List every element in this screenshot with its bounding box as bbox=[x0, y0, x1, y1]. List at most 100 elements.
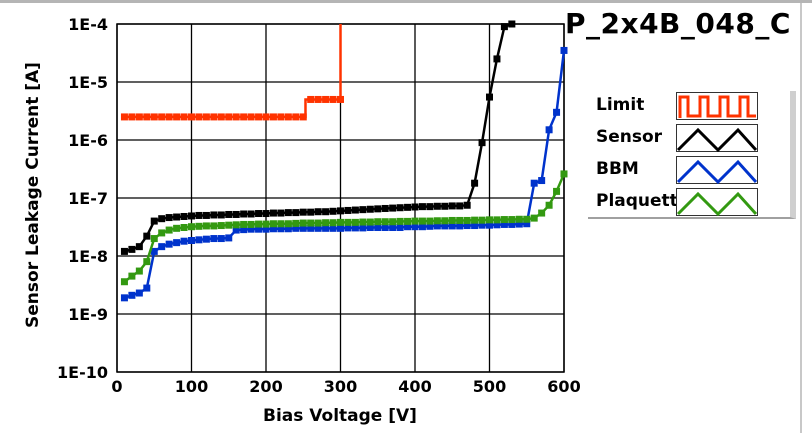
y-tick-label: 1E-10 bbox=[57, 363, 108, 382]
data-point bbox=[240, 226, 248, 234]
legend[interactable]: Limit Sensor BBM Plaquette bbox=[588, 91, 796, 219]
data-point bbox=[277, 209, 285, 217]
data-point bbox=[486, 216, 493, 224]
data-point bbox=[456, 222, 464, 230]
x-tick-label: 0 bbox=[111, 377, 122, 396]
data-point bbox=[463, 201, 471, 209]
data-point bbox=[553, 187, 561, 195]
data-point bbox=[314, 224, 322, 232]
data-point bbox=[478, 139, 486, 147]
data-point bbox=[560, 170, 568, 178]
legend-item-bbm[interactable]: BBM bbox=[588, 155, 788, 185]
data-point bbox=[269, 220, 277, 228]
data-point bbox=[292, 219, 300, 227]
data-point bbox=[247, 113, 255, 121]
data-point bbox=[202, 113, 210, 121]
data-point bbox=[404, 203, 412, 211]
data-point bbox=[523, 220, 531, 228]
data-point bbox=[269, 209, 277, 217]
data-point bbox=[500, 220, 508, 228]
data-point bbox=[314, 95, 322, 103]
data-point bbox=[374, 218, 382, 226]
data-point bbox=[411, 217, 419, 225]
data-point bbox=[232, 226, 240, 234]
data-point bbox=[538, 177, 546, 185]
data-point bbox=[508, 220, 516, 228]
data-point bbox=[322, 219, 330, 227]
legend-item-limit[interactable]: Limit bbox=[588, 91, 788, 121]
data-point bbox=[240, 113, 248, 121]
data-point bbox=[299, 219, 307, 227]
x-tick-label: 300 bbox=[324, 377, 357, 396]
data-point bbox=[292, 113, 300, 121]
data-point bbox=[396, 204, 404, 212]
data-point bbox=[329, 95, 337, 103]
data-point bbox=[210, 222, 218, 230]
data-point bbox=[389, 224, 397, 232]
data-point bbox=[165, 113, 173, 121]
data-point bbox=[426, 222, 434, 230]
data-point bbox=[374, 205, 382, 213]
data-point bbox=[471, 222, 479, 230]
x-axis-label: Bias Voltage [V] bbox=[263, 406, 417, 426]
y-tick-label: 1E-6 bbox=[68, 131, 108, 150]
data-point bbox=[307, 95, 315, 103]
data-point bbox=[284, 209, 292, 217]
data-point bbox=[135, 267, 143, 275]
data-point bbox=[225, 234, 233, 242]
data-point bbox=[217, 222, 225, 230]
data-point bbox=[143, 258, 151, 266]
x-tick-label: 400 bbox=[398, 377, 431, 396]
legend-item-sensor[interactable]: Sensor bbox=[588, 123, 788, 153]
data-point bbox=[128, 245, 136, 253]
y-tick-label: 1E-9 bbox=[68, 305, 108, 324]
y-tick-label: 1E-4 bbox=[68, 15, 108, 34]
data-point bbox=[150, 235, 158, 243]
data-point bbox=[143, 232, 151, 240]
data-point bbox=[486, 221, 493, 229]
y-tick-label: 1E-8 bbox=[68, 247, 108, 266]
data-point bbox=[411, 223, 419, 231]
data-point bbox=[374, 224, 382, 232]
data-point bbox=[128, 291, 136, 299]
data-point bbox=[299, 224, 307, 232]
data-point bbox=[448, 202, 456, 210]
series-sensor bbox=[120, 20, 516, 255]
data-point bbox=[351, 218, 359, 226]
data-point bbox=[150, 247, 158, 255]
data-point bbox=[225, 221, 233, 229]
data-point bbox=[299, 208, 307, 216]
data-point bbox=[418, 217, 426, 225]
data-point bbox=[188, 223, 195, 231]
data-point bbox=[545, 126, 553, 134]
data-point bbox=[120, 278, 128, 286]
data-point bbox=[515, 220, 523, 228]
data-point bbox=[411, 203, 419, 211]
legend-item-plaquette[interactable]: Plaquette bbox=[588, 187, 788, 217]
data-point bbox=[255, 220, 263, 228]
legend-swatch-icon[interactable] bbox=[676, 156, 758, 184]
data-point bbox=[150, 217, 158, 225]
data-point bbox=[381, 218, 389, 226]
data-point bbox=[359, 218, 367, 226]
data-point bbox=[217, 235, 225, 243]
legend-swatch-icon[interactable] bbox=[676, 188, 758, 216]
data-point bbox=[359, 206, 367, 214]
data-point bbox=[351, 224, 359, 232]
legend-swatch-icon[interactable] bbox=[676, 92, 758, 120]
data-point bbox=[381, 204, 389, 212]
data-point bbox=[493, 55, 501, 63]
data-point bbox=[396, 217, 404, 225]
y-axis-label: Sensor Leakage Current [A] bbox=[23, 62, 43, 328]
data-point bbox=[329, 207, 337, 215]
legend-swatch-icon[interactable] bbox=[676, 124, 758, 152]
data-point bbox=[210, 211, 218, 219]
data-point bbox=[344, 224, 352, 232]
data-point bbox=[329, 224, 337, 232]
data-point bbox=[188, 237, 195, 245]
data-point bbox=[232, 113, 240, 121]
y-tick-label: 1E-7 bbox=[68, 189, 108, 208]
data-point bbox=[262, 225, 270, 233]
data-point bbox=[389, 204, 397, 212]
